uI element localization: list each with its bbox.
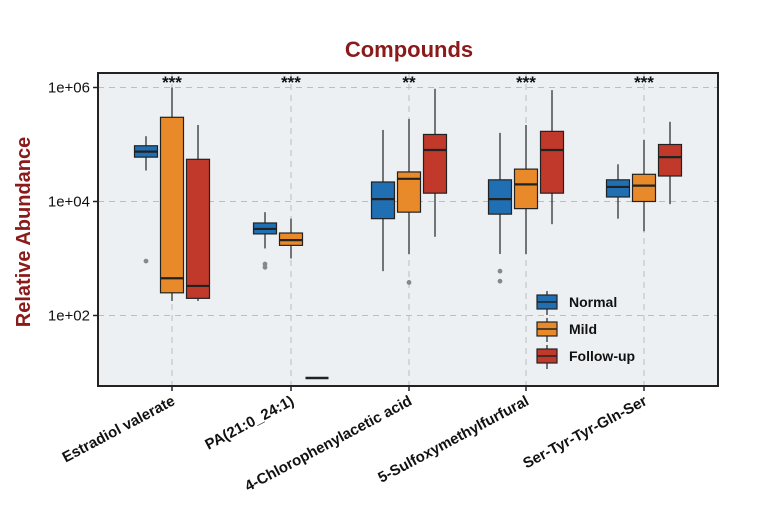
y-axis: 1e+02 1e+04 1e+06 [48, 80, 98, 325]
significance-marker-3: *** [516, 73, 536, 92]
box-layer [133, 87, 683, 380]
box-body [185, 158, 211, 299]
x-tick-label-1: PA(21:0_24:1) [202, 393, 297, 454]
box-mild-4 [631, 139, 657, 232]
box-body [487, 179, 513, 215]
x-axis: Estradiol valerate PA(21:0_24:1)4-Chlorop… [59, 386, 650, 495]
box-follow-up-3 [539, 90, 565, 225]
box-follow-up-4 [657, 121, 683, 205]
box-normal-1 [252, 212, 278, 270]
outlier-point-0 [406, 280, 412, 285]
significance-markers: *** *** ** *** *** [162, 73, 654, 92]
box-normal-0 [133, 136, 159, 264]
box-mild-2 [396, 119, 422, 285]
plot-frame [97, 72, 719, 387]
significance-marker-0: *** [162, 73, 182, 92]
chart-title: Compounds [345, 37, 473, 62]
legend-label-0: Normal [569, 294, 617, 310]
box-mild-1 [278, 218, 304, 259]
x-tick-label-0: Estradiol valerate [59, 393, 177, 467]
y-axis-label: Relative Abundance [13, 137, 35, 327]
box-mild-0 [159, 87, 185, 301]
box-body [631, 173, 657, 203]
outlier-point-1 [262, 264, 268, 270]
significance-marker-2: ** [402, 73, 416, 92]
box-body [539, 130, 565, 194]
legend-label-1: Mild [569, 321, 597, 337]
box-body [396, 171, 422, 213]
significance-marker-1: *** [281, 73, 301, 92]
legend-item-0: Normal [536, 291, 617, 315]
y-tick-label-1: 1e+04 [48, 194, 90, 211]
legend: Normal Mild Follow-up [536, 291, 635, 369]
box-normal-2 [370, 129, 396, 272]
y-tick-label-0: 1e+02 [48, 308, 90, 325]
outlier-point-0 [262, 261, 268, 267]
box-mild-3 [513, 124, 539, 254]
legend-item-2: Follow-up [536, 345, 635, 369]
box-body [657, 143, 683, 177]
outlier-point-1 [497, 278, 503, 284]
box-normal-4 [605, 164, 631, 219]
outlier-point-0 [497, 268, 503, 274]
box-body [159, 116, 185, 294]
y-tick-label-2: 1e+06 [48, 80, 90, 97]
legend-item-1: Mild [536, 318, 597, 342]
box-body [513, 168, 539, 210]
box-normal-3 [487, 132, 513, 284]
significance-marker-4: *** [634, 73, 654, 92]
box-follow-up-2 [422, 88, 448, 237]
outlier-point-0 [143, 258, 149, 264]
box-body [370, 181, 396, 220]
legend-label-2: Follow-up [569, 348, 635, 364]
x-tick-label-4: Ser-Tyr-Tyr-Gln-Ser [520, 392, 650, 472]
box-body [605, 179, 631, 198]
box-follow-up-0 [185, 124, 211, 301]
box-body [422, 133, 448, 194]
